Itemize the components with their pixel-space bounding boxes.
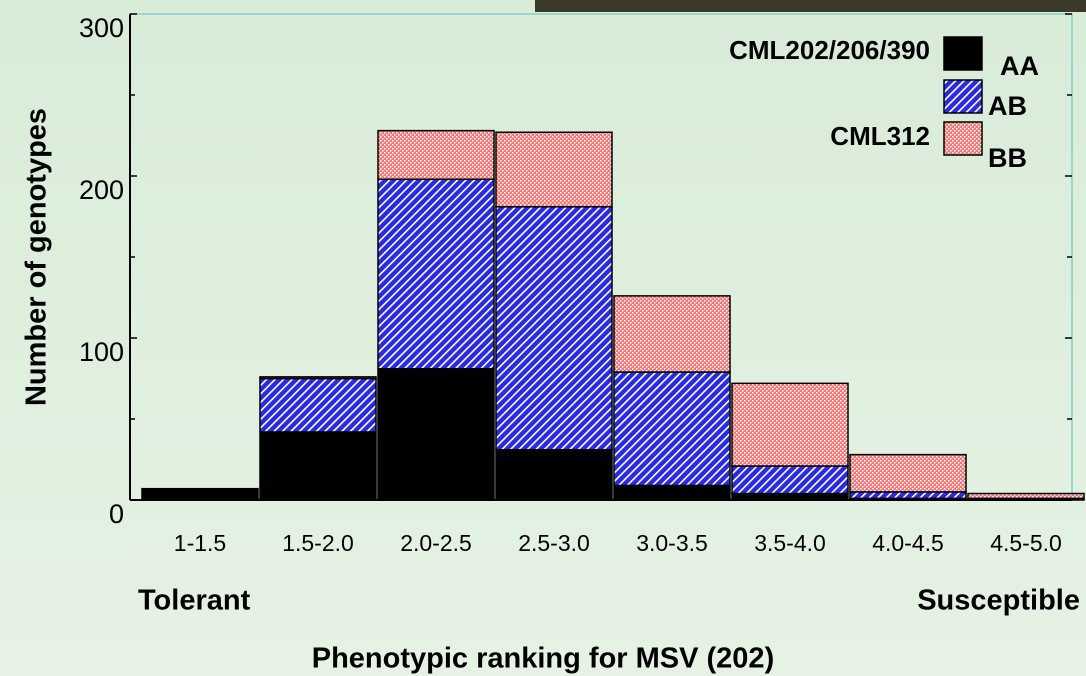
legend-label: BB — [988, 143, 1027, 173]
x-tick-label: 3.0-3.5 — [636, 530, 708, 556]
legend-group: CML202/206/390 — [729, 35, 930, 65]
bar-segment — [260, 377, 376, 379]
bar-segment — [732, 383, 848, 466]
bar-segment — [968, 494, 1084, 499]
y-tick-label: 200 — [79, 175, 124, 205]
annotation: Tolerant — [138, 585, 251, 617]
bar-segment — [142, 489, 258, 500]
bar-segment — [614, 485, 730, 500]
bar-segment — [496, 450, 612, 500]
y-tick-label: 100 — [79, 337, 124, 367]
bar-segment — [732, 494, 848, 500]
legend-swatch — [944, 80, 982, 113]
x-axis-label: Phenotypic ranking for MSV (202) — [312, 643, 774, 675]
bar-segment — [378, 179, 494, 369]
bar-segment — [496, 132, 612, 207]
legend-label: AB — [988, 91, 1027, 121]
legend-swatch — [944, 37, 982, 70]
bar-segment — [850, 455, 966, 492]
bar-segment — [850, 492, 966, 498]
bar-segment — [614, 372, 730, 485]
bar-segment — [378, 369, 494, 500]
legend-swatch — [944, 122, 982, 155]
y-tick-label: 300 — [79, 13, 124, 43]
bar-segment — [260, 379, 376, 432]
annotation: Susceptible — [917, 585, 1080, 617]
bar-segment — [260, 432, 376, 500]
x-tick-label: 2.5-3.0 — [518, 530, 590, 556]
y-axis-label: Number of genotypes — [21, 108, 53, 406]
y-tick-label: 0 — [109, 499, 124, 529]
chart: Number of genotypes Phenotypic ranking f… — [0, 0, 1086, 676]
x-tick-label: 2.0-2.5 — [400, 530, 472, 556]
x-tick-label: 3.5-4.0 — [754, 530, 826, 556]
bar-segment — [614, 296, 730, 372]
bar-segment — [496, 207, 612, 450]
bar-segment — [378, 131, 494, 180]
x-tick-label: 4.0-4.5 — [872, 530, 944, 556]
legend-label: AA — [1000, 51, 1039, 81]
x-tick-label: 4.5-5.0 — [990, 530, 1062, 556]
bar-segment — [732, 466, 848, 494]
photo-fragment — [535, 0, 1086, 12]
x-tick-label: 1-1.5 — [174, 530, 226, 556]
legend-group: CML312 — [830, 121, 930, 151]
x-tick-label: 1.5-2.0 — [282, 530, 354, 556]
